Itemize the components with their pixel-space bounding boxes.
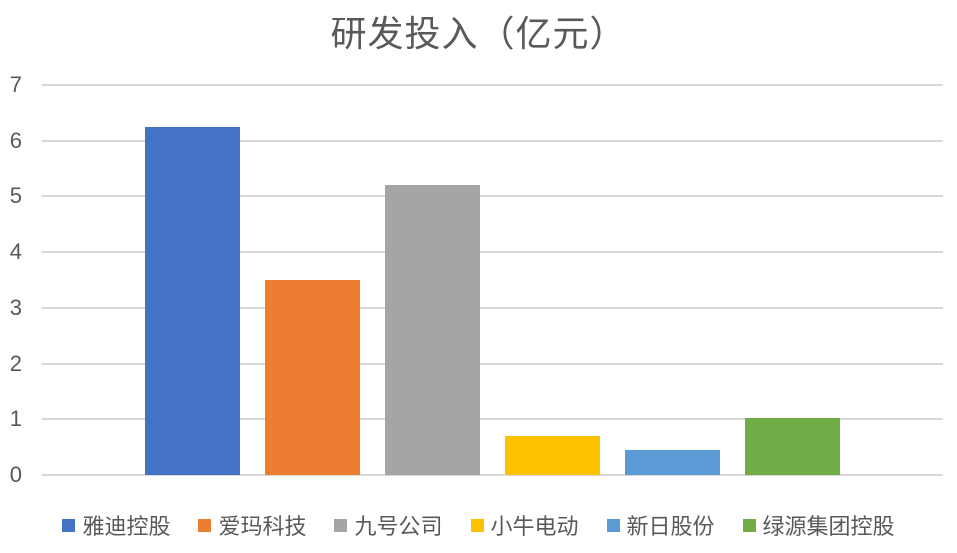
legend-swatch-icon: [606, 518, 620, 532]
y-tick-label: 4: [9, 239, 22, 265]
legend-item-小牛电动: 小牛电动: [470, 509, 579, 541]
gridline: [42, 474, 943, 476]
legend-item-雅迪控股: 雅迪控股: [62, 509, 170, 541]
y-tick-label: 0: [9, 462, 22, 487]
legend-label: 新日股份: [626, 514, 715, 539]
gridline: [42, 195, 943, 198]
bar-雅迪控股: [145, 127, 240, 475]
bar-小牛电动: [505, 436, 600, 475]
legend-swatch-icon: [334, 518, 348, 532]
legend-swatch-icon: [742, 518, 756, 532]
gridline: [42, 306, 943, 309]
y-tick-label: 2: [9, 350, 22, 376]
legend-swatch-icon: [62, 518, 76, 532]
y-tick-label: 6: [9, 127, 22, 153]
legend-label: 九号公司: [354, 514, 443, 539]
y-axis: 0 1 2 3 4 5 6 7: [0, 72, 22, 487]
gridline: [42, 418, 943, 421]
gridline: [42, 251, 943, 254]
chart-title: 研发投入（亿元）: [330, 13, 627, 54]
plot-area: [42, 84, 943, 476]
legend-swatch-icon: [470, 518, 484, 532]
legend-item-绿源集团控股: 绿源集团控股: [742, 509, 895, 541]
bar-新日股份: [625, 449, 720, 475]
bar-九号公司: [385, 184, 480, 475]
bar-爱玛科技: [265, 280, 360, 475]
gridlines: [42, 84, 943, 476]
legend-label: 爱玛科技: [218, 514, 307, 539]
y-tick-label: 1: [9, 406, 22, 432]
bar-绿源集团控股: [745, 418, 840, 475]
legend-label: 绿源集团控股: [762, 514, 895, 539]
gridline: [42, 84, 943, 86]
legend-item-爱玛科技: 爱玛科技: [198, 509, 306, 541]
legend-label: 雅迪控股: [82, 514, 171, 539]
legend-item-九号公司: 九号公司: [334, 509, 443, 541]
gridline: [42, 139, 943, 142]
y-tick-label: 3: [9, 294, 22, 320]
y-tick-label: 7: [9, 72, 22, 97]
legend-swatch-icon: [198, 518, 212, 532]
legend-item-新日股份: 新日股份: [606, 509, 715, 541]
bars: [42, 85, 943, 475]
legend-label: 小牛电动: [490, 514, 579, 539]
y-tick-label: 5: [9, 183, 22, 209]
legend: 雅迪控股 爱玛科技 九号公司 小牛电动 新日股份 绿源集团控股: [0, 509, 957, 541]
gridline: [42, 362, 943, 365]
